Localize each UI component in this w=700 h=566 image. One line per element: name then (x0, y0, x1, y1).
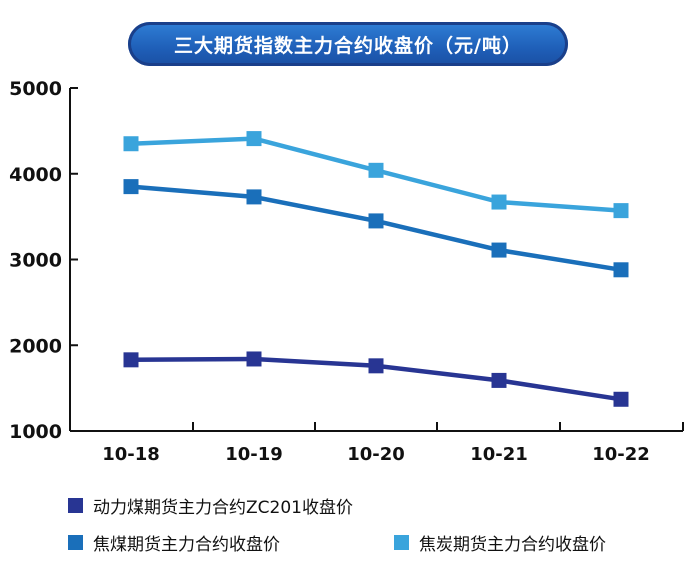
legend-swatch-coking-coal (68, 535, 83, 550)
data-point-0 (491, 194, 507, 210)
x-tick-label: 10-18 (102, 444, 160, 465)
data-point-2 (246, 351, 262, 367)
legend-item-thermal-coal: 动力煤期货主力合约ZC201收盘价 (68, 493, 353, 518)
data-point-1 (491, 242, 507, 258)
data-point-1 (368, 213, 384, 229)
legend-swatch-coke (394, 535, 409, 550)
legend-label-thermal-coal: 动力煤期货主力合约ZC201收盘价 (93, 498, 353, 518)
legend-label-coking-coal: 焦煤期货主力合约收盘价 (93, 535, 280, 555)
chart-title: 三大期货指数主力合约收盘价（元/吨） (128, 22, 568, 66)
data-point-1 (613, 262, 629, 278)
x-tick-label: 10-20 (347, 444, 405, 465)
y-tick-label: 5000 (9, 78, 62, 100)
x-tick-label: 10-22 (592, 444, 650, 465)
data-point-1 (123, 179, 139, 195)
data-point-0 (246, 131, 262, 147)
data-point-2 (613, 391, 629, 407)
y-tick-label: 4000 (9, 164, 62, 186)
legend-item-coking-coal: 焦煤期货主力合约收盘价 (68, 530, 280, 555)
data-point-2 (491, 372, 507, 388)
y-tick-label: 3000 (9, 250, 62, 272)
legend-swatch-thermal-coal (68, 498, 83, 513)
data-point-0 (368, 162, 384, 178)
legend-item-coke: 焦炭期货主力合约收盘价 (394, 530, 606, 555)
x-tick-label: 10-19 (225, 444, 283, 465)
data-point-1 (246, 189, 262, 205)
x-tick-label: 10-21 (470, 444, 528, 465)
legend-label-coke: 焦炭期货主力合约收盘价 (419, 535, 606, 555)
data-point-0 (123, 136, 139, 152)
data-point-2 (368, 358, 384, 374)
y-tick-label: 2000 (9, 335, 62, 357)
data-point-0 (613, 203, 629, 219)
data-point-2 (123, 352, 139, 368)
y-tick-label: 1000 (9, 421, 62, 443)
